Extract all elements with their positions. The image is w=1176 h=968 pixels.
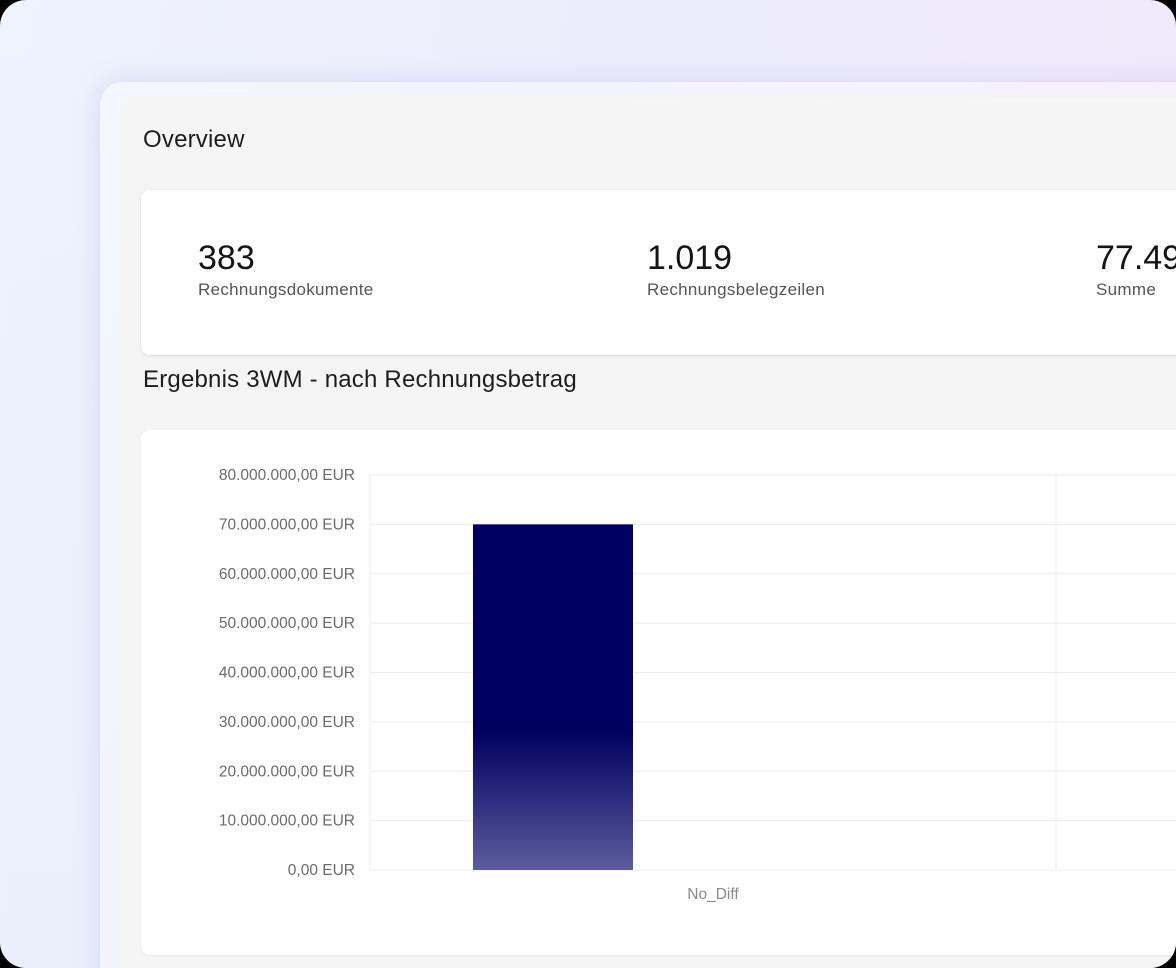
kpi-label: Rechnungsdokumente	[198, 280, 374, 299]
y-tick-label: 50.000.000,00 EUR	[219, 615, 355, 632]
kpi-rechnungsdokumente: 383 Rechnungsdokumente	[198, 238, 374, 302]
chart-card: 0,00 EUR 10.000.000,00 EUR 20.000.000,00 E…	[141, 430, 1176, 955]
x-tick-label: No_Diff	[687, 886, 739, 903]
kpi-label: Rechnungsbelegzeilen	[647, 280, 826, 299]
kpi-value: 383	[198, 239, 255, 277]
section-title: Ergebnis 3WM - nach Rechnungsbetrag	[143, 366, 577, 393]
page-title: Overview	[143, 126, 245, 153]
kpi-summe: 77.49 Summe	[1096, 238, 1176, 302]
y-axis-tick-labels: 0,00 EUR 10.000.000,00 EUR 20.000.000,00 E…	[219, 467, 355, 879]
x-axis-tick-labels: No_Diff	[687, 886, 739, 903]
y-tick-label: 10.000.000,00 EUR	[219, 813, 355, 830]
kpi-card: 383 Rechnungsdokumente 1.019 Rechnungsbe…	[141, 190, 1176, 355]
kpi-value: 1.019	[647, 239, 733, 277]
y-tick-label: 60.000.000,00 EUR	[219, 566, 355, 583]
app-window: Overview 383 Rechnungsdokumente 1.019 Re…	[118, 98, 1176, 968]
bar-no-diff[interactable]	[473, 524, 633, 870]
y-tick-label: 20.000.000,00 EUR	[219, 763, 355, 780]
y-tick-label: 0,00 EUR	[288, 862, 355, 879]
y-tick-label: 70.000.000,00 EUR	[219, 516, 355, 533]
kpi-value: 77.49	[1096, 239, 1176, 277]
bars	[473, 524, 633, 870]
y-tick-label: 80.000.000,00 EUR	[219, 467, 355, 484]
kpi-rechnungsbelegzeilen: 1.019 Rechnungsbelegzeilen	[647, 238, 825, 302]
y-tick-label: 30.000.000,00 EUR	[219, 714, 355, 731]
kpi-label: Summe	[1096, 280, 1157, 299]
y-tick-label: 40.000.000,00 EUR	[219, 665, 355, 682]
bar-chart: 0,00 EUR 10.000.000,00 EUR 20.000.000,00 E…	[219, 467, 1176, 903]
